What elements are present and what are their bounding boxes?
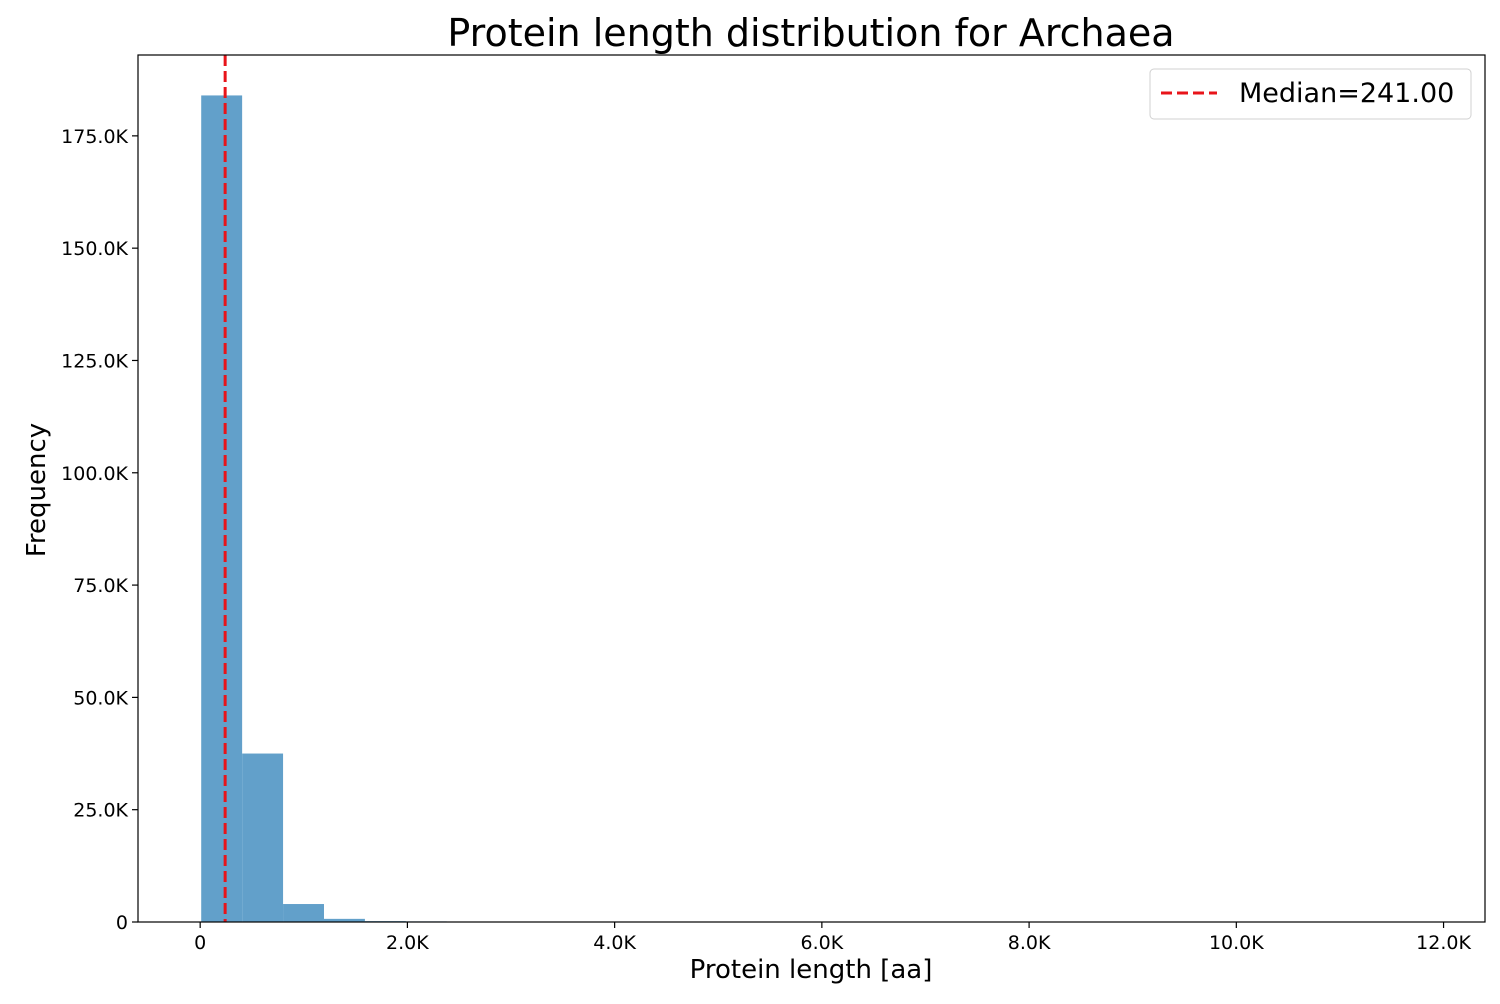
x-tick-label-1: 2.0K	[386, 932, 429, 954]
plot-area-frame	[137, 54, 1486, 923]
y-axis-label: Frequency	[22, 423, 52, 557]
y-tick-label-5: 125.0K	[61, 350, 128, 372]
x-axis-label: Protein length [aa]	[690, 955, 933, 985]
x-tick-label-6: 12.0K	[1416, 932, 1471, 954]
x-tick-label-2: 4.0K	[593, 932, 636, 954]
legend-box	[1149, 68, 1472, 120]
histogram-bar-1	[242, 753, 284, 922]
y-tick-label-2: 50.0K	[73, 687, 128, 709]
y-axis-ticks: 0 25.0K 50.0K 75.0K 100.0K 125.0K 150.0K 175.0K	[61, 126, 138, 934]
x-axis-ticks: 0 2.0K 4.0K 6.0K 8.0K 10.0K 12.0K	[194, 922, 1471, 954]
y-tick-label-6: 150.0K	[61, 238, 128, 260]
histogram-bar-2	[283, 904, 324, 922]
y-tick-label-4: 100.0K	[61, 463, 128, 485]
x-tick-label-0: 0	[194, 932, 206, 954]
x-tick-label-3: 6.0K	[801, 932, 844, 954]
y-tick-label-3: 75.0K	[73, 575, 128, 597]
x-tick-label-5: 10.0K	[1209, 932, 1264, 954]
legend-median-label: Median=241.00	[1239, 78, 1454, 109]
histogram-bar-3	[323, 918, 365, 922]
histogram-bar-0	[201, 95, 243, 922]
chart-title: Protein length distribution for Archaea	[447, 11, 1174, 55]
x-tick-label-4: 8.0K	[1008, 932, 1051, 954]
histogram-bars	[201, 95, 447, 922]
legend: Median=241.00	[1149, 68, 1472, 120]
y-tick-label-1: 25.0K	[73, 800, 128, 822]
y-tick-label-7: 175.0K	[61, 126, 128, 148]
y-tick-label-0: 0	[116, 912, 128, 934]
